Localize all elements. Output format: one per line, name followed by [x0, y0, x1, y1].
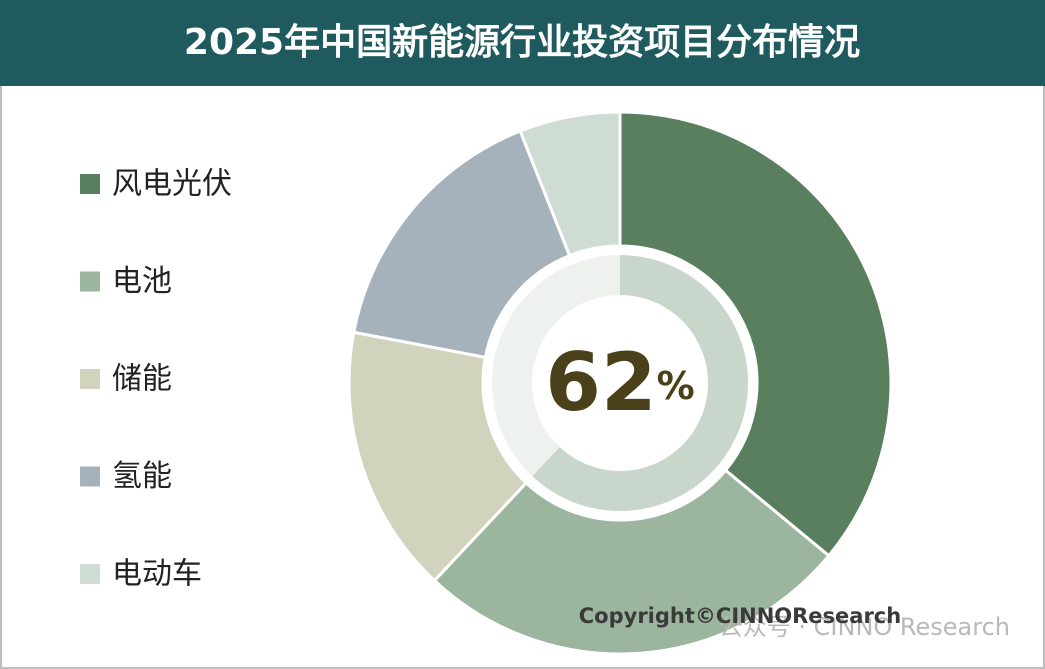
donut [347, 110, 893, 656]
legend-label: 风电光伏 [112, 167, 232, 202]
watermark: 公众号 · CINNO Research [719, 613, 1010, 641]
legend-swatch [80, 466, 100, 487]
legend-label: 氢能 [112, 459, 172, 494]
copyright: Copyright©CINNOResearch [579, 604, 901, 628]
legend-swatch [80, 271, 100, 292]
center-label: 62% [545, 336, 694, 429]
legend-swatch [80, 369, 100, 389]
legend-label: 电动车 [112, 557, 202, 592]
inner-ring [532, 255, 748, 511]
center-unit: % [657, 364, 695, 408]
donut-segment [432, 468, 831, 656]
donut-segment [518, 110, 622, 258]
donut-segment [347, 330, 529, 583]
legend-label: 电池 [112, 264, 172, 299]
title-bar [0, 0, 1045, 86]
chart-title: 2025年中国新能源行业投资项目分布情况 [184, 22, 860, 63]
legend-swatch [80, 174, 100, 194]
donut-segment [618, 110, 893, 558]
legend-swatch [80, 564, 100, 584]
center-value: 62 [545, 336, 656, 429]
donut-segment [352, 129, 572, 360]
legend-label: 储能 [112, 362, 172, 397]
